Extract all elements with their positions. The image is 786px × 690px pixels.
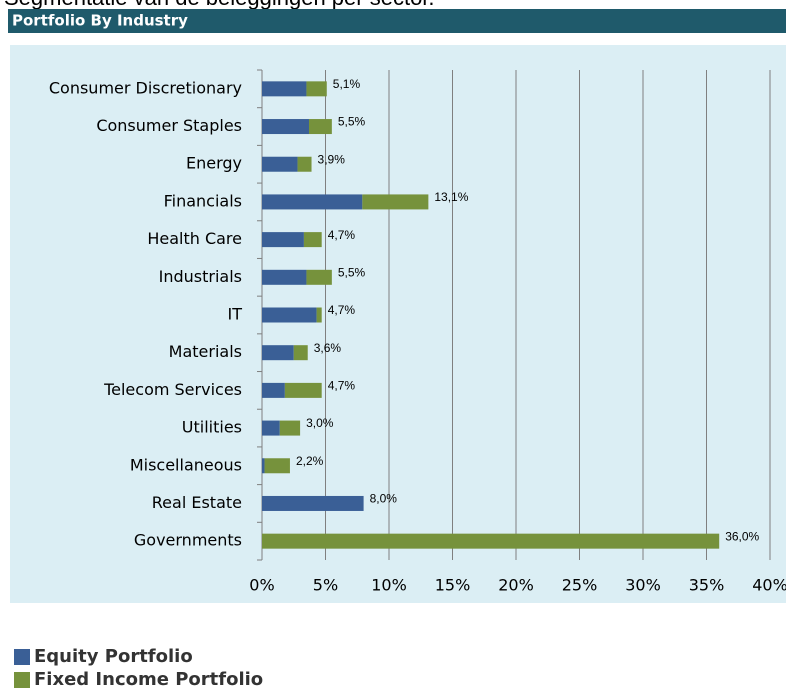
bar-segment <box>262 495 364 511</box>
y-tick-label: Industrials <box>159 267 242 286</box>
header-text: Segmentatie van de beleggingen per secto… <box>4 0 435 10</box>
bar-segment <box>308 119 332 135</box>
total-label: 5,1% <box>333 77 361 91</box>
y-tick-label: Miscellaneous <box>130 455 242 474</box>
title-banner <box>8 9 786 33</box>
legend-label: Fixed Income Portfolio <box>34 669 263 690</box>
y-tick-label: Real Estate <box>152 493 242 512</box>
bar-segment <box>262 382 285 398</box>
total-label: 36,0% <box>725 529 759 543</box>
y-tick-label: Consumer Discretionary <box>49 78 242 97</box>
x-tick-label: 30% <box>625 576 661 595</box>
total-label: 2,2% <box>296 454 324 468</box>
total-label: 13,1% <box>434 190 468 204</box>
total-label: 3,9% <box>318 152 346 166</box>
x-tick-label: 10% <box>371 576 407 595</box>
legend-swatch <box>14 672 30 688</box>
bar-segment <box>262 81 307 97</box>
bar-segment <box>262 307 317 323</box>
plot-background <box>10 45 786 603</box>
bar-segment <box>262 458 265 474</box>
legend-label: Equity Portfolio <box>34 646 193 667</box>
x-tick-label: 35% <box>689 576 725 595</box>
x-tick-label: 15% <box>435 576 471 595</box>
bar-segment <box>262 156 298 172</box>
total-label: 8,0% <box>370 492 398 506</box>
bar-segment <box>284 382 322 398</box>
bar-segment <box>293 345 308 361</box>
legend-swatch <box>14 649 30 665</box>
total-label: 5,5% <box>338 265 366 279</box>
bar-segment <box>303 232 322 248</box>
bar-segment <box>262 345 294 361</box>
bar-segment <box>264 458 290 474</box>
total-label: 4,7% <box>328 228 356 242</box>
x-tick-label: 40% <box>752 576 786 595</box>
bar-segment <box>262 194 363 210</box>
bar-segment <box>262 420 280 436</box>
y-tick-label: Governments <box>134 531 242 550</box>
y-tick-label: Energy <box>186 154 242 173</box>
x-tick-label: 5% <box>313 576 338 595</box>
bar-segment <box>316 307 322 323</box>
bar-segment <box>262 269 307 285</box>
total-label: 3,0% <box>306 416 334 430</box>
total-label: 4,7% <box>328 303 356 317</box>
total-label: 5,5% <box>338 115 366 129</box>
x-tick-label: 25% <box>562 576 598 595</box>
bar-segment <box>279 420 301 436</box>
y-tick-label: Financials <box>164 191 242 210</box>
bar-segment <box>306 269 332 285</box>
y-tick-label: Consumer Staples <box>96 116 242 135</box>
total-label: 4,7% <box>328 379 356 393</box>
y-tick-label: IT <box>228 305 243 324</box>
chart-title: Portfolio By Industry <box>12 12 188 30</box>
x-tick-label: 0% <box>249 576 274 595</box>
y-tick-label: Health Care <box>147 229 242 248</box>
y-tick-label: Telecom Services <box>103 380 242 399</box>
y-tick-label: Utilities <box>182 418 242 437</box>
bar-segment <box>306 81 327 97</box>
bar-segment <box>262 232 304 248</box>
bar-segment <box>262 533 720 549</box>
bar-segment <box>262 119 309 135</box>
x-tick-label: 20% <box>498 576 534 595</box>
bar-segment <box>297 156 312 172</box>
bar-segment <box>362 194 429 210</box>
total-label: 3,6% <box>314 341 342 355</box>
y-tick-label: Materials <box>169 342 242 361</box>
